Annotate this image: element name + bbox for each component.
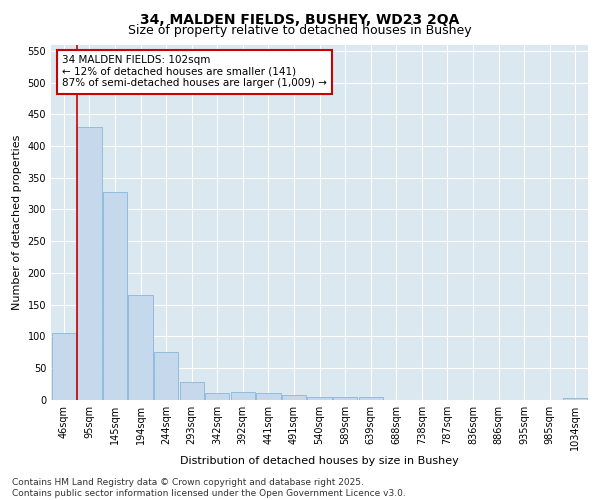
Text: Size of property relative to detached houses in Bushey: Size of property relative to detached ho… — [128, 24, 472, 37]
Bar — [179, 382, 204, 400]
Bar — [128, 295, 152, 400]
Bar — [359, 396, 383, 400]
X-axis label: Distribution of detached houses by size in Bushey: Distribution of detached houses by size … — [180, 456, 459, 466]
Text: Contains HM Land Registry data © Crown copyright and database right 2025.
Contai: Contains HM Land Registry data © Crown c… — [12, 478, 406, 498]
Bar — [256, 394, 281, 400]
Bar — [307, 398, 332, 400]
Bar — [103, 192, 127, 400]
Bar — [154, 352, 178, 400]
Bar — [230, 392, 255, 400]
Bar — [563, 398, 587, 400]
Bar — [333, 398, 357, 400]
Text: 34, MALDEN FIELDS, BUSHEY, WD23 2QA: 34, MALDEN FIELDS, BUSHEY, WD23 2QA — [140, 12, 460, 26]
Bar — [282, 396, 306, 400]
Y-axis label: Number of detached properties: Number of detached properties — [12, 134, 22, 310]
Bar — [77, 127, 101, 400]
Bar — [205, 394, 229, 400]
Text: 34 MALDEN FIELDS: 102sqm
← 12% of detached houses are smaller (141)
87% of semi-: 34 MALDEN FIELDS: 102sqm ← 12% of detach… — [62, 55, 326, 88]
Bar — [52, 333, 76, 400]
